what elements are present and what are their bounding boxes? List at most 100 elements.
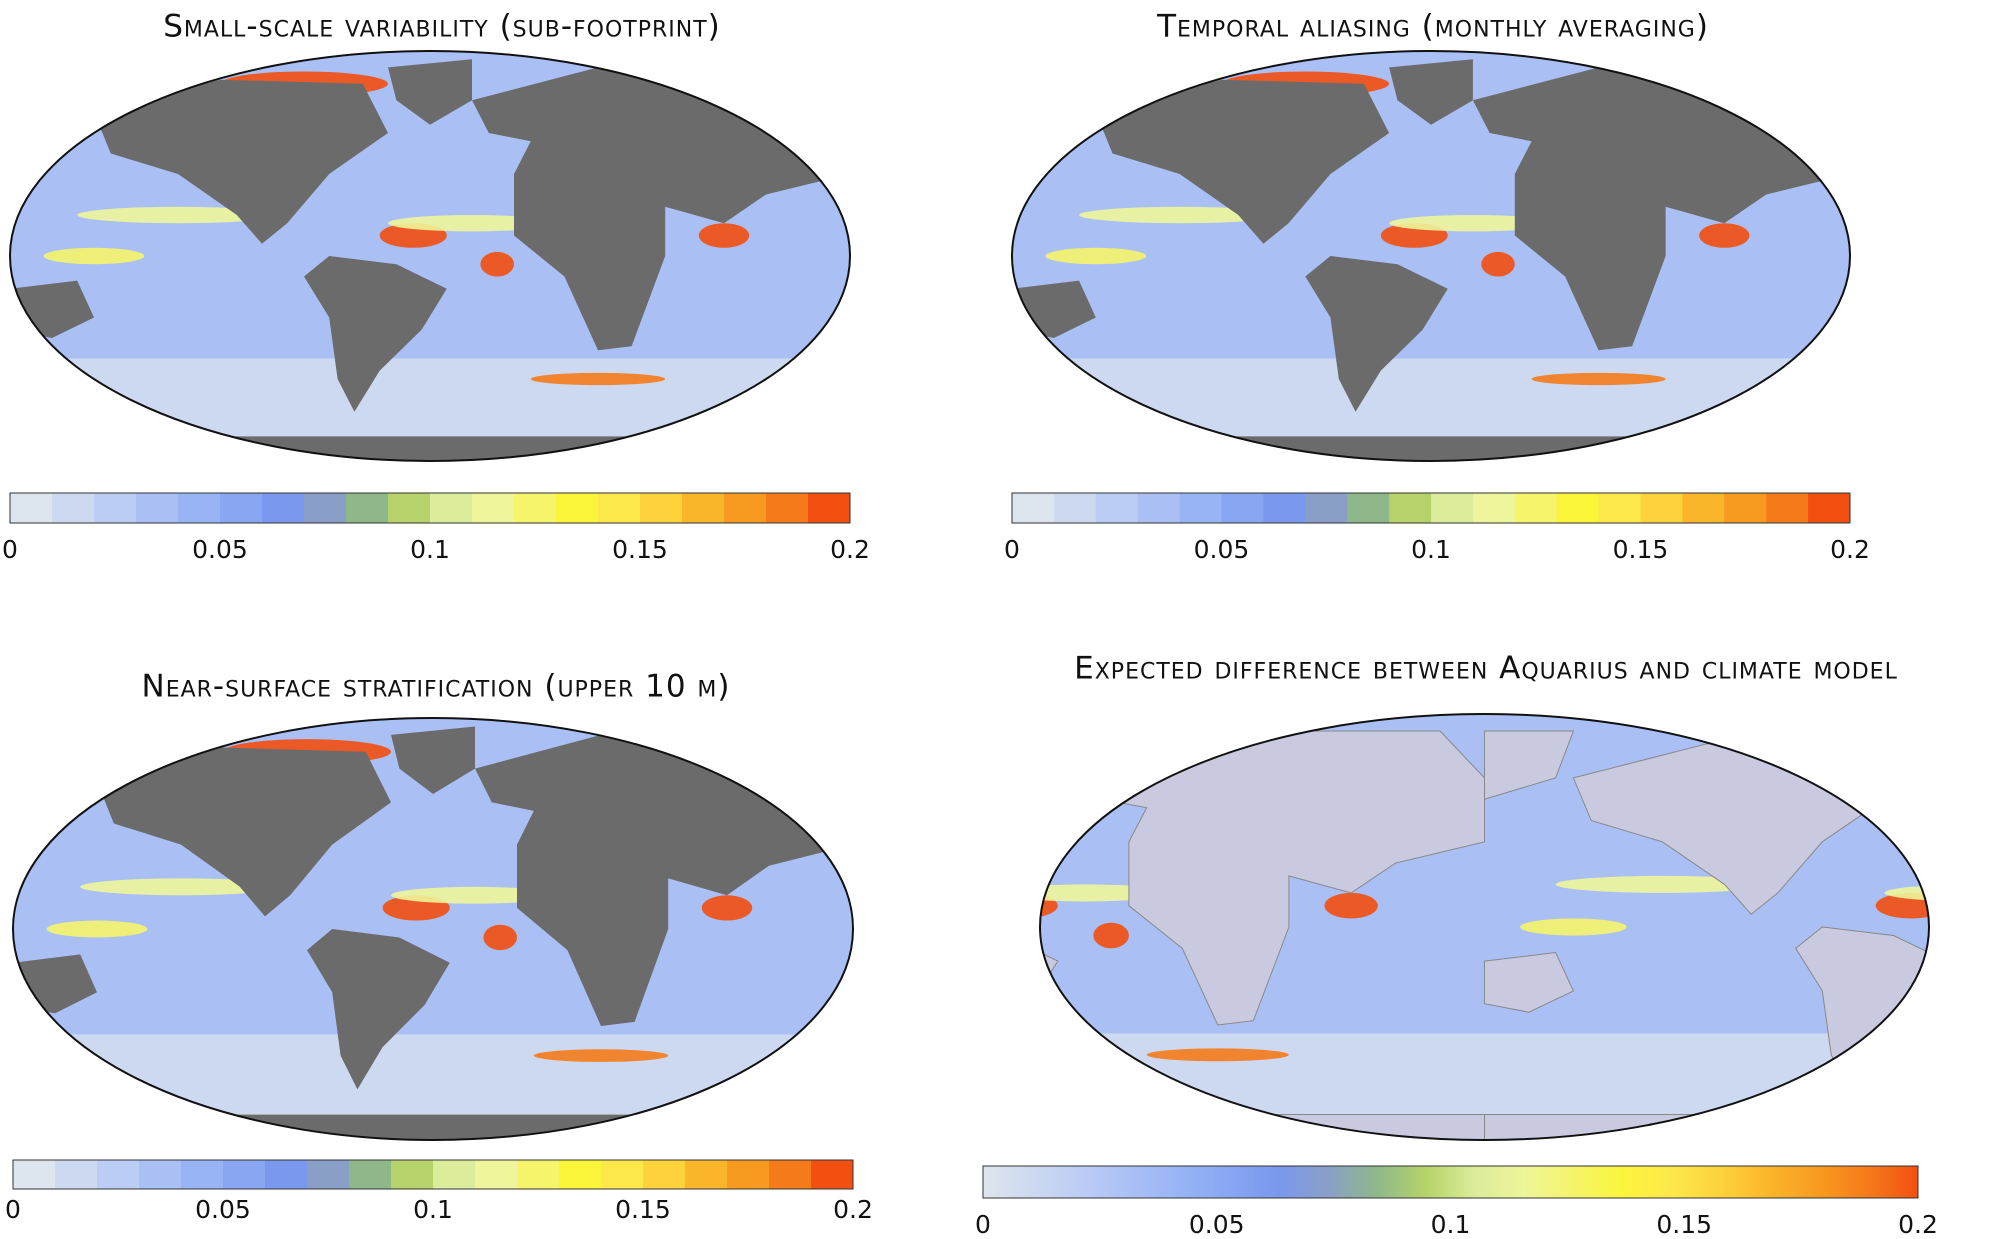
- hotspot: [77, 206, 279, 224]
- land: [1012, 436, 1850, 461]
- colorbar-segment: [1095, 493, 1139, 523]
- map-border: [9, 50, 851, 462]
- land: [475, 734, 853, 1027]
- land: [388, 59, 472, 125]
- hotspot: [1045, 247, 1147, 265]
- land: [1040, 1113, 1485, 1140]
- colorbar-tick-label: 0.05: [192, 535, 248, 564]
- land: [1850, 281, 1934, 338]
- hotspot: [1555, 875, 1769, 893]
- map-border: [1039, 713, 1930, 1141]
- colorbar-segment: [223, 1160, 266, 1189]
- colorbar-segment: [769, 1160, 812, 1189]
- colorbar-segment: [307, 1160, 350, 1189]
- hotspot: [43, 247, 145, 265]
- colorbar-segment: [811, 1160, 854, 1189]
- colorbar-segment: [13, 1160, 56, 1189]
- colorbar-segment: [391, 1160, 434, 1189]
- hotspot: [1531, 372, 1666, 386]
- colorbar-segment: [1766, 493, 1809, 523]
- hotspot: [530, 372, 666, 386]
- hotspot: [1481, 251, 1515, 277]
- land: [1934, 80, 2003, 244]
- colorbar-segment: [766, 493, 809, 523]
- panel-title: Temporal aliasing (monthly averaging): [1156, 9, 1709, 45]
- colorbar-tick-label: 0.2: [833, 1195, 873, 1224]
- land: [1472, 67, 1850, 351]
- colorbar-segment: [388, 493, 431, 523]
- hotspot: [1699, 223, 1750, 248]
- colorbar-segment: [1556, 493, 1600, 523]
- colorbar-tick-label: 0: [1004, 535, 1020, 564]
- colorbar-segment: [10, 493, 53, 523]
- hotspot: [80, 878, 282, 896]
- hotspot: [1324, 892, 1378, 919]
- land: [1095, 79, 1390, 244]
- colorbar-segment: [808, 493, 851, 523]
- colorbar-segment: [682, 493, 725, 523]
- land: [391, 726, 475, 794]
- land: [10, 436, 850, 461]
- colorbar-tick-label: 0.05: [1194, 535, 1250, 564]
- colorbar-segment: [139, 1160, 182, 1189]
- hotspot: [483, 924, 517, 951]
- colorbar-segment: [598, 493, 641, 523]
- land: [304, 256, 447, 412]
- colorbar-segment: [517, 1160, 560, 1189]
- colorbar-segment: [136, 493, 179, 523]
- colorbar-segment: [1179, 493, 1222, 523]
- colorbar-tick-label: 0.1: [1411, 535, 1451, 564]
- colorbar-segment: [430, 493, 473, 523]
- colorbar-segment: [724, 493, 767, 523]
- land: [1850, 436, 2003, 461]
- colorbar-segment: [1514, 493, 1558, 523]
- land: [1040, 721, 1085, 792]
- land: [0, 436, 10, 461]
- colorbar-tick-label: 0.15: [615, 1195, 671, 1224]
- hotspot: [1917, 207, 2003, 223]
- colorbar-segment: [472, 493, 515, 523]
- colorbar-segment: [433, 1160, 476, 1189]
- colorbar-segment: [94, 493, 137, 523]
- colorbar-segment: [220, 493, 263, 523]
- colorbar-segment: [55, 1160, 98, 1189]
- land: [1484, 952, 1575, 1013]
- hotspot: [861, 223, 911, 248]
- land: [1883, 721, 1929, 792]
- colorbar-tick-label: 0.1: [413, 1195, 453, 1224]
- land: [13, 1114, 853, 1140]
- colorbar-segment: [1808, 493, 1851, 523]
- colorbar-segment: [1431, 493, 1474, 523]
- colorbar-segment: [1724, 493, 1767, 523]
- land: [1389, 59, 1473, 125]
- map-border: [12, 717, 854, 1141]
- land: [0, 735, 13, 1026]
- colorbar-segment: [1472, 493, 1516, 523]
- hotspot: [480, 251, 514, 277]
- colorbar-tick-label: 0.05: [195, 1195, 251, 1224]
- hotspot: [701, 895, 753, 921]
- land: [853, 954, 937, 1013]
- colorbar-segment: [265, 1160, 308, 1189]
- colorbar-segment: [349, 1160, 392, 1189]
- panel-title: Near-surface stratification (upper 10 m): [142, 669, 731, 705]
- hotspot: [887, 921, 988, 938]
- colorbar-segment: [262, 493, 305, 523]
- colorbar-segment: [304, 493, 347, 523]
- colorbar-segment: [1389, 493, 1432, 523]
- colorbar-border: [982, 1165, 1919, 1199]
- colorbar-segment: [685, 1160, 728, 1189]
- colorbar-tick-label: 0.15: [612, 535, 668, 564]
- land: [1305, 256, 1448, 412]
- colorbar-segment: [643, 1160, 686, 1189]
- hotspot: [818, 735, 996, 761]
- colorbar-segment: [514, 493, 557, 523]
- land: [97, 747, 391, 917]
- colorbar-tick-label: 0: [975, 1210, 991, 1239]
- land: [1973, 731, 2003, 1025]
- land: [1484, 730, 1575, 800]
- colorbar-segment: [475, 1160, 518, 1189]
- land: [1040, 926, 1059, 1090]
- map: [861, 51, 2003, 461]
